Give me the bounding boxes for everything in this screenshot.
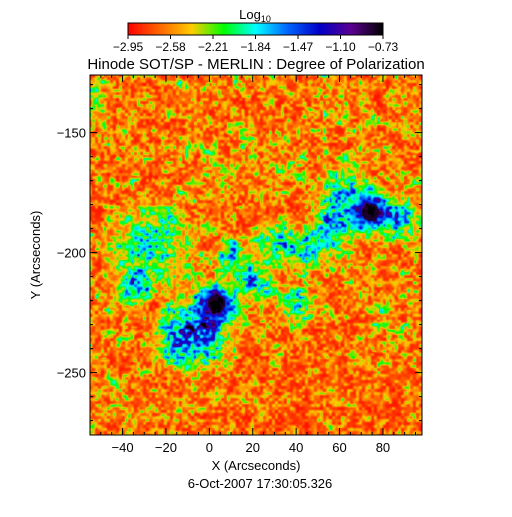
x-tick-label: −40	[112, 440, 134, 455]
x-tick-label: 0	[206, 440, 213, 455]
plot-frame	[89, 74, 423, 436]
polarization-map	[90, 75, 422, 435]
colorbar-tick-label: −1.10	[325, 40, 356, 54]
colorbar-tick-label: −0.73	[368, 40, 399, 54]
colorbar	[127, 22, 384, 36]
x-tick-label: 20	[246, 440, 260, 455]
x-axis-label: X (Arcseconds)	[212, 458, 301, 473]
y-axis: −150 −200 −250	[57, 84, 422, 422]
colorbar-tick-label: −1.84	[240, 40, 271, 54]
y-axis-label: Y (Arcseconds)	[28, 211, 43, 300]
timestamp: 6-Oct-2007 17:30:05.326	[188, 476, 333, 491]
y-tick-label: −150	[57, 126, 86, 141]
y-tick-label: −250	[57, 366, 86, 381]
x-tick-label: 60	[332, 440, 346, 455]
chart-title: Hinode SOT/SP - MERLIN : Degree of Polar…	[87, 56, 424, 73]
colorbar-tick-label: −2.21	[198, 40, 229, 54]
x-tick-label: −20	[155, 440, 177, 455]
colorbar-tick-label: −1.47	[283, 40, 314, 54]
heatmap	[90, 75, 422, 435]
colorbar-ticks: −2.95 −2.58 −2.21 −1.84 −1.47 −1.10 −0.73	[113, 35, 399, 54]
colorbar-tick-label: −2.58	[155, 40, 186, 54]
colorbar-tick-label: −2.95	[113, 40, 144, 54]
colorbar-label: Log10	[239, 7, 271, 24]
y-tick-label: −200	[57, 246, 86, 261]
x-axis: −40 −20 0 20 40 60 80	[100, 75, 416, 455]
x-tick-label: 80	[376, 440, 390, 455]
x-tick-label: 40	[289, 440, 303, 455]
